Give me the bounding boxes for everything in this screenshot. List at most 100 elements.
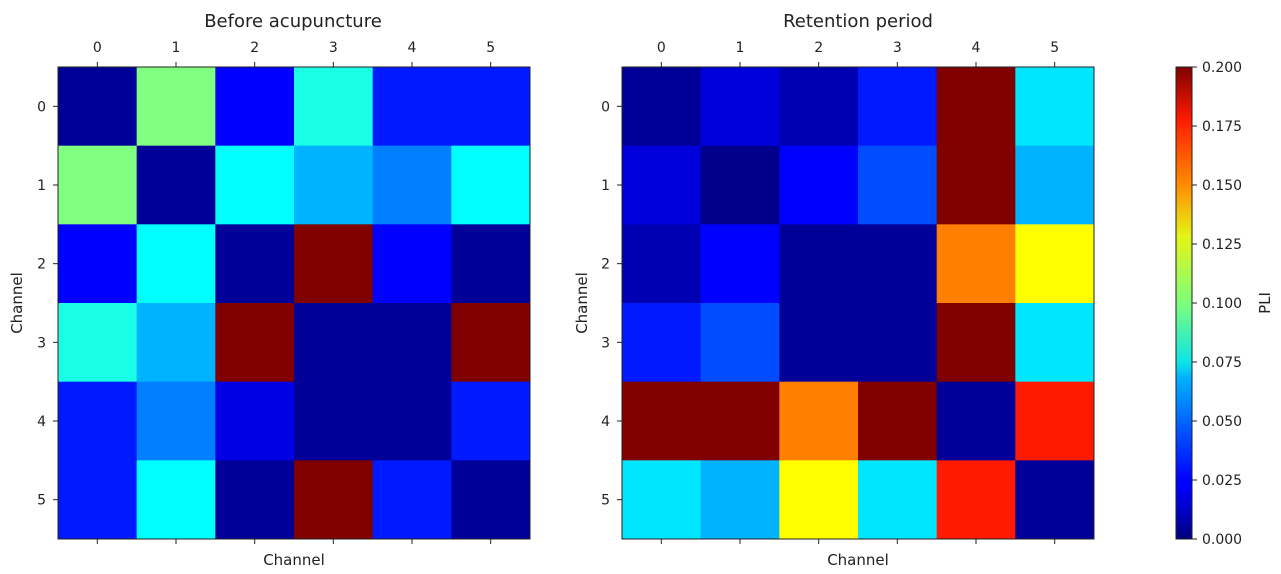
heatmap-cell-1-0 xyxy=(622,145,702,225)
colorbar-gradient xyxy=(1175,66,1193,540)
y-axis-label: Channel xyxy=(8,272,26,334)
heatmap-cell-4-2 xyxy=(779,381,859,461)
heatmap-cell-2-5 xyxy=(1015,224,1095,304)
x-tick-label: 5 xyxy=(486,40,495,56)
heatmap-cell-3-5 xyxy=(1015,303,1095,383)
heatmap-cell-5-1 xyxy=(136,460,216,540)
heatmap-cell-2-0 xyxy=(58,224,138,304)
heatmap-cell-5-4 xyxy=(372,460,452,540)
heatmap-cell-0-0 xyxy=(622,67,702,147)
heatmap-cell-4-5 xyxy=(451,381,531,461)
colorbar-tick-label: 0.200 xyxy=(1202,60,1242,76)
x-tick-label: 1 xyxy=(736,40,745,56)
heatmap-cell-0-0 xyxy=(58,67,138,147)
x-axis-label: Channel xyxy=(263,551,325,569)
heatmap-cell-5-2 xyxy=(215,460,295,540)
heatmap-cell-1-4 xyxy=(372,145,452,225)
heatmap-cell-3-5 xyxy=(451,303,531,383)
heatmap-cell-1-3 xyxy=(858,145,938,225)
heatmap-cell-5-0 xyxy=(58,460,138,540)
heatmap-cell-0-1 xyxy=(700,67,780,147)
heatmap-cell-4-2 xyxy=(215,381,295,461)
y-tick-label: 2 xyxy=(601,257,610,273)
heatmap-cell-2-0 xyxy=(622,224,702,304)
heatmap-cell-4-4 xyxy=(936,381,1016,461)
heatmap-cell-3-1 xyxy=(136,303,216,383)
heatmap-cell-3-4 xyxy=(372,303,452,383)
heatmap-cell-4-3 xyxy=(294,381,374,461)
heatmap-cells xyxy=(58,67,531,540)
heatmap-cell-4-5 xyxy=(1015,381,1095,461)
y-ticks: 0 1 2 3 4 5 xyxy=(601,99,622,509)
heatmap-cell-4-0 xyxy=(622,381,702,461)
y-tick-label: 4 xyxy=(37,414,46,430)
heatmap-retention-period: Retention period 0 1 2 3 4 5 0 1 2 3 4 5 Channel C… xyxy=(573,11,1095,569)
heatmap-cell-3-4 xyxy=(936,303,1016,383)
heatmap-cell-5-2 xyxy=(779,460,859,540)
y-tick-label: 2 xyxy=(37,257,46,273)
y-ticks: 0 1 2 3 4 5 xyxy=(37,99,58,509)
heatmap-cell-3-3 xyxy=(294,303,374,383)
heatmap-cell-0-4 xyxy=(936,67,1016,147)
heatmap-cell-3-0 xyxy=(58,303,138,383)
x-tick-label: 1 xyxy=(172,40,181,56)
heatmap-cell-1-1 xyxy=(700,145,780,225)
y-tick-label: 1 xyxy=(601,178,610,194)
x-tick-label: 0 xyxy=(93,40,102,56)
heatmap-cell-2-4 xyxy=(936,224,1016,304)
heatmap-cell-1-2 xyxy=(779,145,859,225)
heatmap-cell-2-5 xyxy=(451,224,531,304)
heatmap-cell-0-4 xyxy=(372,67,452,147)
x-tick-label: 2 xyxy=(250,40,259,56)
heatmap-cell-5-3 xyxy=(858,460,938,540)
colorbar-tick-label: 0.075 xyxy=(1202,355,1242,371)
heatmap-cell-5-5 xyxy=(451,460,531,540)
heatmap-cell-5-0 xyxy=(622,460,702,540)
colorbar-tick-label: 0.175 xyxy=(1202,119,1242,135)
heatmap-cell-5-1 xyxy=(700,460,780,540)
x-tick-label: 3 xyxy=(329,40,338,56)
x-tick-label: 3 xyxy=(893,40,902,56)
heatmap-cell-1-0 xyxy=(58,145,138,225)
colorbar-ticks: 0.000 0.025 0.050 0.075 0.100 0.125 0.150 0.175… xyxy=(1192,60,1242,548)
heatmap-cell-0-2 xyxy=(779,67,859,147)
heatmap-cell-2-1 xyxy=(700,224,780,304)
chart-title: Retention period xyxy=(783,11,933,32)
heatmap-cell-1-5 xyxy=(1015,145,1095,225)
x-ticks: 0 1 2 3 4 5 xyxy=(93,40,495,544)
heatmap-cell-1-4 xyxy=(936,145,1016,225)
y-tick-label: 5 xyxy=(601,493,610,509)
heatmap-cell-4-1 xyxy=(700,381,780,461)
colorbar-tick-label: 0.125 xyxy=(1202,237,1242,253)
x-tick-label: 2 xyxy=(814,40,823,56)
heatmap-cell-0-2 xyxy=(215,67,295,147)
heatmap-cell-4-0 xyxy=(58,381,138,461)
plot-frame xyxy=(621,66,1095,540)
colorbar: 0.000 0.025 0.050 0.075 0.100 0.125 0.150 0.175… xyxy=(1175,60,1274,548)
colorbar-tick-label: 0.050 xyxy=(1202,414,1242,430)
heatmap-cell-2-2 xyxy=(779,224,859,304)
heatmap-cell-5-5 xyxy=(1015,460,1095,540)
y-tick-label: 3 xyxy=(601,335,610,351)
heatmap-cell-3-0 xyxy=(622,303,702,383)
x-tick-label: 5 xyxy=(1050,40,1059,56)
heatmap-cell-0-3 xyxy=(294,67,374,147)
heatmap-cell-0-1 xyxy=(136,67,216,147)
colorbar-tick-label: 0.025 xyxy=(1202,473,1242,489)
heatmap-cell-3-1 xyxy=(700,303,780,383)
y-tick-label: 3 xyxy=(37,335,46,351)
heatmap-cell-2-1 xyxy=(136,224,216,304)
heatmap-cell-0-3 xyxy=(858,67,938,147)
x-ticks: 0 1 2 3 4 5 xyxy=(657,40,1059,544)
x-tick-label: 4 xyxy=(408,40,417,56)
heatmap-cell-3-2 xyxy=(215,303,295,383)
heatmap-cell-2-4 xyxy=(372,224,452,304)
heatmap-cell-2-3 xyxy=(858,224,938,304)
y-tick-label: 0 xyxy=(601,99,610,115)
colorbar-tick-label: 0.100 xyxy=(1202,296,1242,312)
heatmap-cell-5-4 xyxy=(936,460,1016,540)
heatmap-cell-0-5 xyxy=(451,67,531,147)
heatmap-cell-1-3 xyxy=(294,145,374,225)
x-tick-label: 4 xyxy=(972,40,981,56)
y-tick-label: 0 xyxy=(37,99,46,115)
